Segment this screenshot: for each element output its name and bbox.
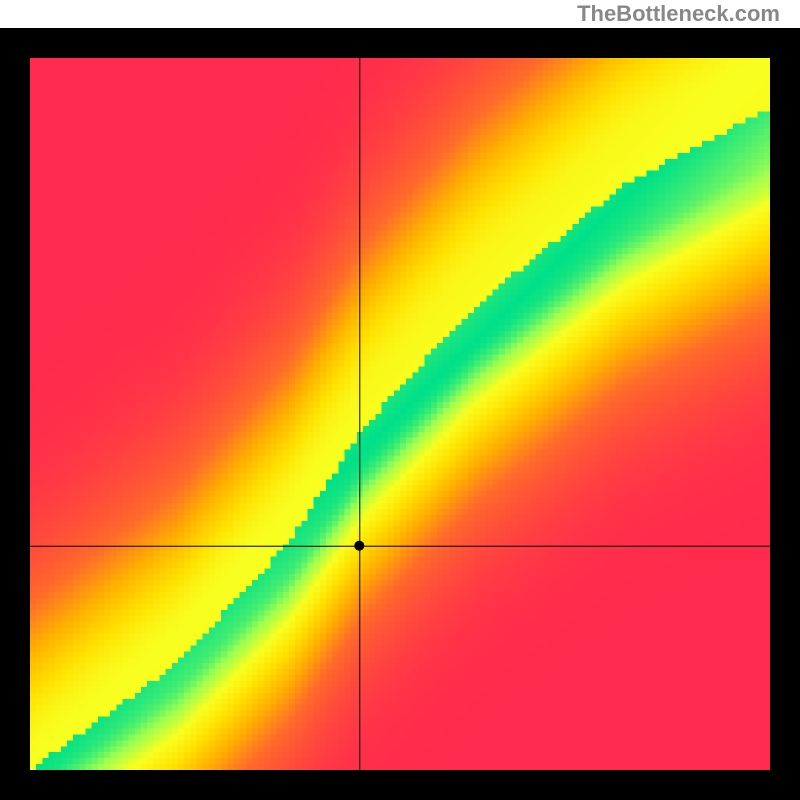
watermark-text: TheBottleneck.com bbox=[577, 0, 780, 28]
chart-container: TheBottleneck.com bbox=[0, 0, 800, 800]
crosshair-overlay bbox=[30, 58, 770, 770]
